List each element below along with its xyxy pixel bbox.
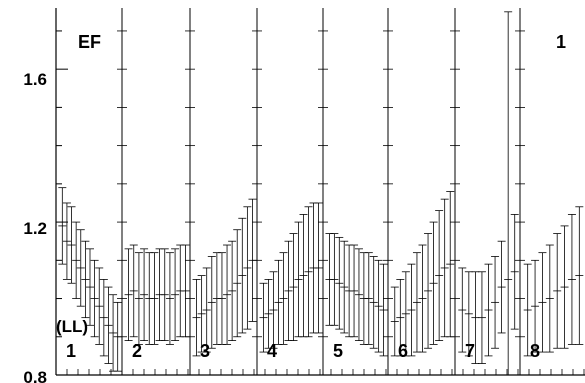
data-point-panel4-0 xyxy=(259,282,268,353)
y-tick-label-0.8: 0.8 xyxy=(23,368,47,383)
data-point-panel6-9 xyxy=(440,198,449,338)
data-point-panel4-4 xyxy=(279,252,288,345)
panel-label-7: 7 xyxy=(465,341,475,361)
data-point-panel2-0 xyxy=(124,248,133,341)
corner-label-left: EF xyxy=(78,32,101,52)
data-point-panel6-6 xyxy=(424,233,433,349)
data-point-panel2-5 xyxy=(150,252,159,345)
data-point-panel8-6 xyxy=(567,214,576,345)
data-point-panel1-9 xyxy=(99,279,108,357)
data-point-panel7-8 xyxy=(510,214,519,330)
data-point-panel4-1 xyxy=(264,279,273,349)
data-point-panel1-10 xyxy=(104,286,113,364)
data-point-panel1-12 xyxy=(113,301,122,372)
data-point-panel1-8 xyxy=(95,267,104,345)
data-point-panel8-5 xyxy=(560,225,569,349)
panel-label-4: 4 xyxy=(267,341,277,361)
panel-label-3: 3 xyxy=(200,341,210,361)
data-point-panel8-4 xyxy=(553,233,562,349)
data-point-panel5-1 xyxy=(330,233,339,326)
data-point-panel3-9 xyxy=(238,217,247,334)
data-point-panel5-6 xyxy=(354,248,363,341)
data-point-panel5-5 xyxy=(350,244,359,338)
panel-label-5: 5 xyxy=(333,341,343,361)
data-point-panel4-8 xyxy=(299,214,308,338)
data-point-panel7-0 xyxy=(458,267,467,353)
data-point-panel3-10 xyxy=(243,206,252,330)
data-point-panel6-8 xyxy=(435,210,444,341)
data-point-panel4-11 xyxy=(314,202,323,334)
panel-labels: 1 2 3 4 5 6 7 8 xyxy=(66,341,540,361)
data-point-panel5-8 xyxy=(364,252,373,345)
data-point-panel6-3 xyxy=(407,263,416,357)
data-point-panel3-8 xyxy=(233,229,242,338)
data-point-panel1-4 xyxy=(76,229,85,307)
data-point-panel4-2 xyxy=(269,271,278,349)
data-points xyxy=(58,11,584,376)
corner-label-right: 1 xyxy=(556,32,566,52)
data-point-panel7-4 xyxy=(484,263,493,357)
data-point-panel3-7 xyxy=(228,240,237,341)
panel-label-8: 8 xyxy=(530,341,540,361)
data-point-panel4-6 xyxy=(289,233,298,341)
data-point-panel2-11 xyxy=(181,244,190,338)
data-point-panel3-1 xyxy=(197,275,206,353)
data-point-panel3-0 xyxy=(192,279,201,357)
data-point-panel7-5 xyxy=(491,256,500,349)
data-point-panel3-5 xyxy=(217,252,226,345)
data-point-panel5-11 xyxy=(379,263,388,357)
annotation-ll: (LL) xyxy=(56,317,88,336)
data-point-panel8-3 xyxy=(545,244,554,353)
panel-label-6: 6 xyxy=(398,341,408,361)
data-point-panel1-1 xyxy=(62,202,71,280)
data-point-panel3-2 xyxy=(202,267,211,353)
panel-label-1: 1 xyxy=(66,341,76,361)
data-point-panel4-3 xyxy=(274,259,283,345)
data-point-panel6-10 xyxy=(446,191,455,338)
data-point-panel2-7 xyxy=(160,248,169,341)
data-point-panel3-3 xyxy=(207,256,216,349)
y-tick-label-1.6: 1.6 xyxy=(23,70,47,89)
data-point-panel2-1 xyxy=(129,244,138,338)
data-point-panel4-9 xyxy=(304,206,313,338)
data-point-panel4-7 xyxy=(294,221,303,338)
data-point-panel3-11 xyxy=(248,198,257,322)
axis-ticks xyxy=(56,30,585,376)
data-point-panel6-7 xyxy=(429,221,438,345)
data-point-panel5-3 xyxy=(340,240,349,334)
data-point-panel7-6 xyxy=(497,240,506,334)
data-point-panel1-5 xyxy=(81,240,90,319)
data-point-panel8-2 xyxy=(538,252,547,353)
data-point-panel2-9 xyxy=(171,248,180,341)
panel-dividers xyxy=(121,8,521,375)
data-point-panel1-2 xyxy=(67,206,76,284)
data-point-panel1-0 xyxy=(58,187,67,265)
data-point-panel2-2 xyxy=(134,252,143,345)
data-point-panel1-3 xyxy=(72,221,81,299)
data-point-panel3-6 xyxy=(223,244,232,345)
data-point-panel1-7 xyxy=(90,259,99,338)
y-tick-label-1.2: 1.2 xyxy=(23,219,47,238)
panel-label-2: 2 xyxy=(132,341,142,361)
data-point-panel2-8 xyxy=(165,252,174,345)
data-point-panel6-4 xyxy=(412,252,421,353)
data-point-panel8-7 xyxy=(575,206,584,345)
data-point-panel4-5 xyxy=(284,240,293,341)
data-point-panel1-11 xyxy=(109,294,118,372)
data-point-panel5-10 xyxy=(374,259,383,353)
data-point-panel8-1 xyxy=(531,259,540,353)
data-point-panel7-7 xyxy=(504,11,513,376)
data-point-panel5-9 xyxy=(369,256,378,349)
data-point-panel5-2 xyxy=(335,236,344,330)
data-point-panel1-6 xyxy=(86,248,94,326)
plot-frame xyxy=(55,8,585,376)
data-point-panel2-3 xyxy=(140,248,149,341)
data-point-panel6-5 xyxy=(418,244,427,353)
data-point-panel7-3 xyxy=(477,271,486,364)
data-point-panel8-0 xyxy=(523,263,532,357)
